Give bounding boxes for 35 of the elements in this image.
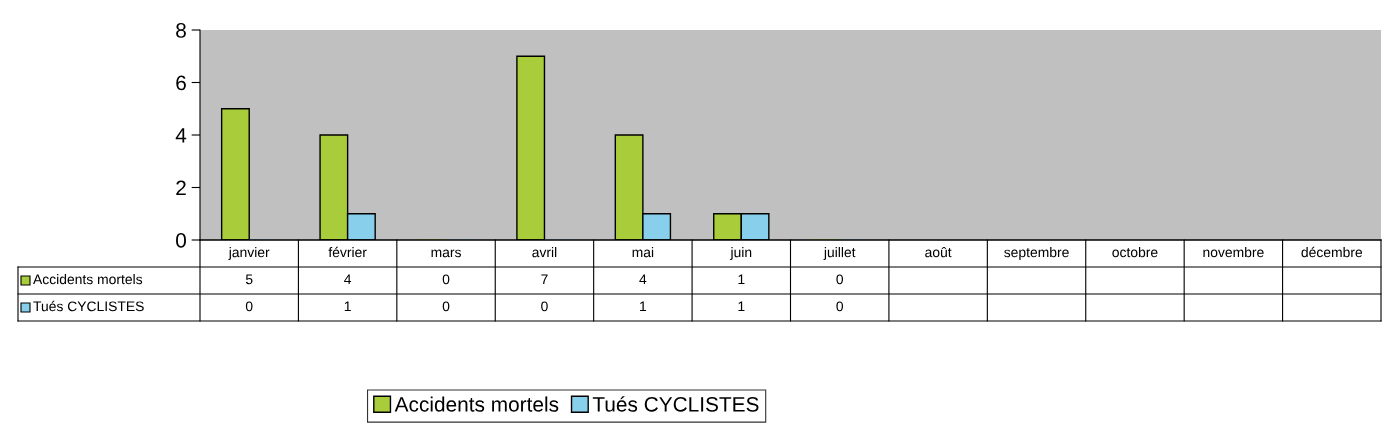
data-label: 7 xyxy=(541,274,548,285)
x-tick-label: mars xyxy=(431,249,461,258)
data-label: 1 xyxy=(738,301,745,312)
data-label: 4 xyxy=(344,274,352,285)
x-tick-label: août xyxy=(925,246,952,258)
x-tick-label: juillet xyxy=(823,247,856,260)
data-label: 4 xyxy=(639,274,647,285)
x-tick-label: mai xyxy=(632,247,654,258)
x-tick-label: septembre xyxy=(1004,247,1069,260)
y-tick-label: 0 xyxy=(176,233,186,248)
legend-label: Accidents mortels xyxy=(33,274,143,285)
text: Accidents mortels xyxy=(394,396,559,412)
x-tick-label: juin xyxy=(730,247,752,260)
x-tick-label: février xyxy=(328,246,367,258)
y-tick-label: 6 xyxy=(176,75,186,91)
x-tick-label: avril xyxy=(532,247,557,258)
x-tick-label: novembre xyxy=(1203,247,1264,258)
data-label: 1 xyxy=(640,301,647,312)
data-label: 0 xyxy=(245,301,253,312)
data-label: 0 xyxy=(541,301,548,312)
y-tick-label: 4 xyxy=(175,128,187,143)
data-label: 0 xyxy=(442,274,450,285)
data-label: 1 xyxy=(738,274,745,285)
x-tick-label: octobre xyxy=(1112,247,1158,258)
y-tick-label: 8 xyxy=(176,23,186,38)
text: Tués CYCLISTES xyxy=(592,396,759,412)
data-label: 1 xyxy=(344,301,351,312)
y-tick-label: 2 xyxy=(176,180,186,196)
data-label: 5 xyxy=(245,274,253,285)
data-label: 0 xyxy=(836,274,844,285)
data-label: 0 xyxy=(836,301,844,312)
x-tick-label: janvier xyxy=(228,247,270,260)
legend-label: Tués CYCLISTES xyxy=(33,300,144,312)
data-label: 0 xyxy=(442,301,450,312)
x-tick-label: décembre xyxy=(1301,246,1363,258)
